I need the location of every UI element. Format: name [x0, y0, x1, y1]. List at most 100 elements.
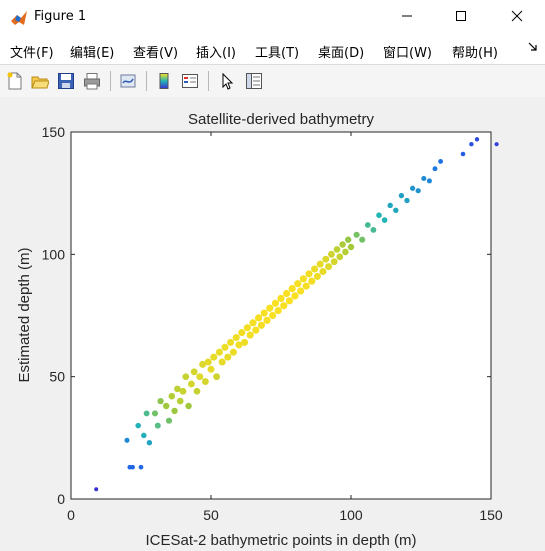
x-tick-label: 100	[339, 507, 363, 523]
scatter-point	[269, 311, 277, 320]
scatter-point	[438, 159, 443, 164]
scatter-point	[469, 141, 474, 147]
pointer-icon[interactable]	[216, 70, 238, 92]
scatter-point	[266, 304, 274, 312]
scatter-point	[280, 302, 288, 310]
scatter-point	[171, 407, 178, 415]
new-figure-icon[interactable]	[4, 70, 26, 92]
scatter-point	[218, 358, 226, 366]
scatter-point	[199, 360, 207, 368]
scatter-point	[207, 365, 215, 373]
scatter-point	[398, 192, 405, 199]
scatter-point	[460, 151, 466, 157]
scatter-point	[283, 289, 291, 298]
scatter-point	[381, 217, 388, 223]
axes-box	[70, 131, 492, 500]
menu-window[interactable]: 窗口(W)	[383, 46, 432, 61]
scatter-point	[263, 316, 271, 324]
scatter-chart: 0 50 100 150 0 50 100 150 Satellite-derived bat…	[16, 111, 503, 549]
scatter-point	[257, 321, 265, 329]
scatter-point	[305, 270, 313, 278]
scatter-point	[138, 464, 144, 470]
scatter-point	[135, 422, 141, 429]
legend-icon[interactable]	[179, 70, 201, 92]
maximize-icon	[455, 10, 467, 26]
scatter-point	[336, 253, 344, 261]
menu-file[interactable]: 文件(F)	[10, 46, 54, 61]
y-tick-label: 0	[57, 491, 65, 507]
scatter-point	[204, 358, 212, 366]
dock-arrow-icon[interactable]	[528, 41, 538, 57]
link-plot-icon[interactable]	[117, 70, 139, 92]
scatter-point	[246, 331, 254, 339]
scatter-point	[494, 142, 499, 147]
scatter-point	[168, 392, 176, 400]
title-bar: Figure 1	[0, 0, 545, 37]
scatter-point	[387, 202, 393, 209]
scatter-point	[151, 410, 159, 417]
scatter-point	[313, 272, 321, 280]
scatter-point	[359, 236, 366, 243]
scatter-point	[176, 397, 184, 405]
scatter-point	[353, 231, 360, 238]
open-file-icon[interactable]	[29, 70, 51, 92]
colorbar-icon[interactable]	[153, 70, 175, 92]
scatter-point	[229, 348, 237, 356]
x-tick-label: 0	[67, 507, 75, 523]
close-icon	[511, 10, 523, 26]
scatter-point	[316, 260, 324, 268]
scatter-point	[347, 243, 355, 251]
scatter-point	[311, 265, 319, 273]
scatter-point	[241, 338, 249, 346]
menu-edit[interactable]: 编辑(E)	[70, 46, 115, 61]
scatter-point	[182, 373, 190, 381]
chart-title: Satellite-derived bathymetry	[188, 111, 374, 128]
scatter-point	[185, 402, 192, 410]
scatter-points	[94, 137, 499, 492]
menu-insert[interactable]: 插入(I)	[196, 46, 236, 61]
scatter-point	[409, 185, 416, 191]
scatter-point	[235, 341, 243, 349]
scatter-point	[174, 385, 181, 393]
scatter-point	[179, 387, 187, 395]
scatter-point	[330, 258, 338, 266]
menu-desktop[interactable]: 桌面(D)	[318, 46, 365, 61]
minimize-icon	[401, 10, 413, 26]
scatter-point	[124, 437, 130, 443]
window-title: Figure 1	[34, 9, 87, 24]
menu-view[interactable]: 查看(V)	[133, 46, 179, 61]
scatter-point	[302, 282, 310, 290]
scatter-point	[297, 287, 305, 295]
scatter-point	[322, 255, 330, 263]
axes-background	[71, 132, 491, 499]
property-editor-icon[interactable]	[243, 70, 265, 92]
maximize-button[interactable]	[435, 0, 487, 36]
scatter-point	[243, 324, 251, 332]
print-icon[interactable]	[81, 70, 103, 92]
figure-toolbar	[0, 64, 545, 98]
scatter-point	[232, 333, 240, 342]
scatter-point	[224, 353, 232, 361]
figure-canvas[interactable]: 0 50 100 150 0 50 100 150 Satellite-derived bat…	[0, 97, 545, 551]
scatter-point	[291, 292, 299, 300]
scatter-point	[285, 297, 293, 305]
scatter-point	[308, 277, 316, 285]
toolbar-separator	[146, 71, 147, 91]
scatter-point	[474, 137, 480, 142]
close-button[interactable]	[491, 0, 543, 36]
scatter-point	[94, 487, 99, 492]
save-icon[interactable]	[55, 70, 77, 92]
scatter-point	[426, 178, 432, 184]
menu-tools[interactable]: 工具(T)	[255, 46, 300, 61]
minimize-button[interactable]	[381, 0, 433, 36]
scatter-point	[221, 343, 229, 351]
scatter-point	[271, 299, 279, 307]
menu-help[interactable]: 帮助(H)	[452, 46, 498, 61]
scatter-point	[196, 373, 204, 381]
scatter-point	[201, 378, 209, 386]
menu-bar: 文件(F) 编辑(E) 查看(V) 插入(I) 工具(T) 桌面(D) 窗口(W…	[0, 36, 545, 64]
scatter-point	[415, 188, 421, 194]
scatter-point	[187, 380, 195, 388]
scatter-point	[227, 338, 235, 346]
scatter-point	[333, 246, 341, 253]
